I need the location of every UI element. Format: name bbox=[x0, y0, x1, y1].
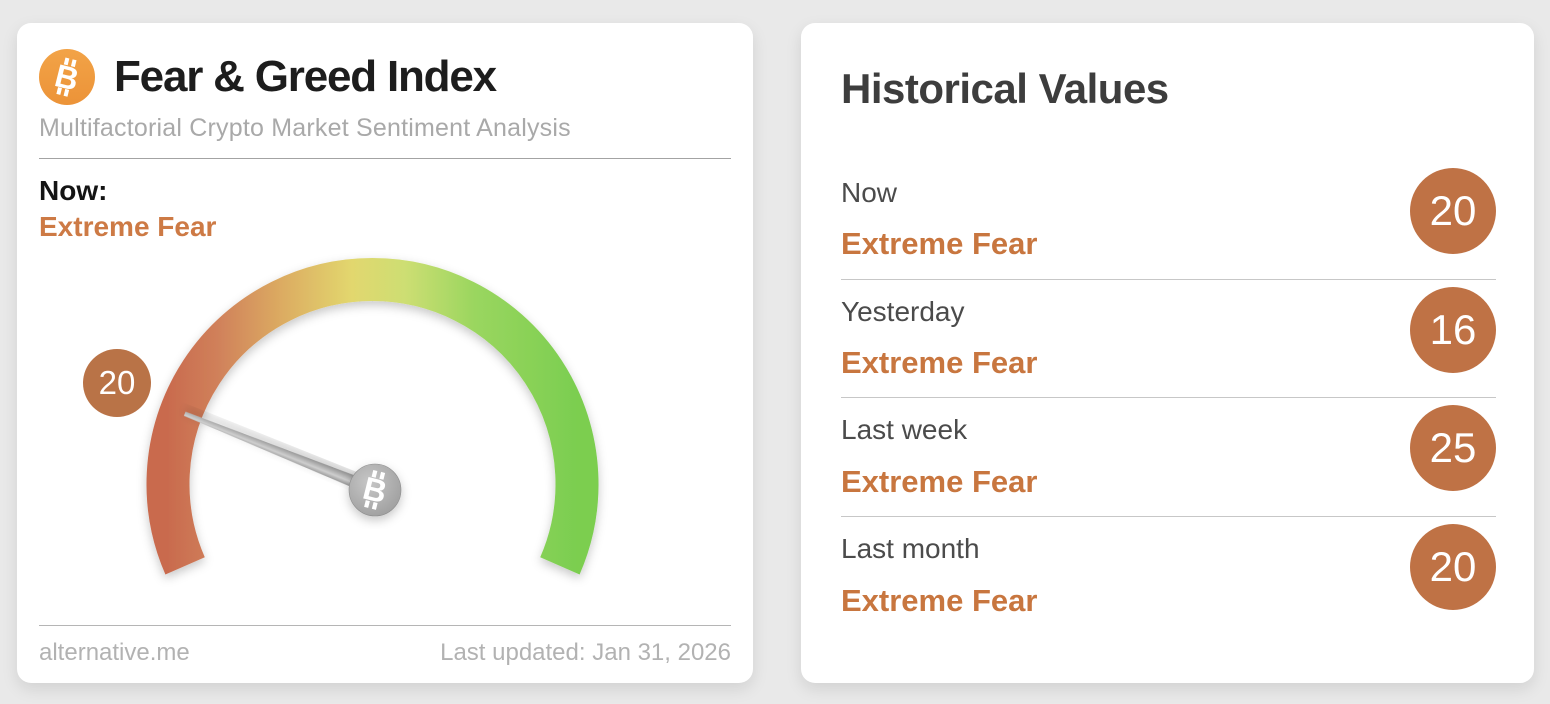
row-sentiment: Extreme Fear bbox=[841, 463, 1038, 499]
now-label: Now: bbox=[39, 175, 108, 206]
historical-value-badge: 20 bbox=[1410, 524, 1496, 610]
row-period-label: Now bbox=[841, 177, 898, 209]
gauge-pivot: B bbox=[348, 463, 402, 517]
historical-value-badge: 16 bbox=[1410, 286, 1496, 373]
row-period-label: Last month bbox=[841, 533, 980, 565]
page-title: Fear & Greed Index bbox=[114, 51, 497, 101]
fear-greed-card: B 20 B bbox=[17, 23, 753, 683]
fng-footer: alternative.me Last updated: Jan 31, 202… bbox=[39, 625, 731, 667]
historical-row-last-week: Last week Extreme Fear 25 bbox=[841, 397, 1496, 516]
historical-value-badge: 20 bbox=[1410, 167, 1496, 254]
gauge-needle-group bbox=[183, 411, 378, 497]
gauge-arc bbox=[146, 258, 599, 575]
historical-value-badge: 25 bbox=[1410, 405, 1496, 492]
gauge-chart: B bbox=[146, 258, 599, 575]
historical-rows: Now Extreme Fear 20 Yesterday Extreme Fe… bbox=[841, 161, 1496, 635]
historical-row-now: Now Extreme Fear 20 bbox=[841, 161, 1496, 279]
header-divider bbox=[39, 158, 731, 159]
historical-values-title: Historical Values bbox=[841, 65, 1169, 112]
row-sentiment: Extreme Fear bbox=[841, 345, 1038, 381]
footer-divider bbox=[39, 625, 731, 626]
page-subtitle: Multifactorial Crypto Market Sentiment A… bbox=[39, 114, 571, 142]
historical-values-card: Historical Values Now Extreme Fear 20 Ye… bbox=[801, 23, 1534, 683]
row-sentiment: Extreme Fear bbox=[841, 226, 1038, 262]
current-reading: Now: Extreme Fear bbox=[17, 159, 753, 245]
last-updated-text: Last updated: Jan 31, 2026 bbox=[440, 639, 731, 666]
row-period-label: Last week bbox=[841, 414, 968, 446]
now-sentiment: Extreme Fear bbox=[39, 210, 217, 242]
site-link[interactable]: alternative.me bbox=[39, 639, 190, 666]
fng-header: B Fear & Greed Index Multifactorial Cryp… bbox=[17, 23, 753, 159]
row-period-label: Yesterday bbox=[841, 295, 965, 327]
historical-row-last-month: Last month Extreme Fear 20 bbox=[841, 516, 1496, 635]
historical-row-yesterday: Yesterday Extreme Fear 16 bbox=[841, 278, 1496, 398]
gauge-needle bbox=[183, 411, 378, 497]
bitcoin-logo-icon: B bbox=[39, 49, 95, 105]
row-sentiment: Extreme Fear bbox=[841, 582, 1038, 618]
gauge-value-badge: 20 bbox=[83, 349, 151, 417]
